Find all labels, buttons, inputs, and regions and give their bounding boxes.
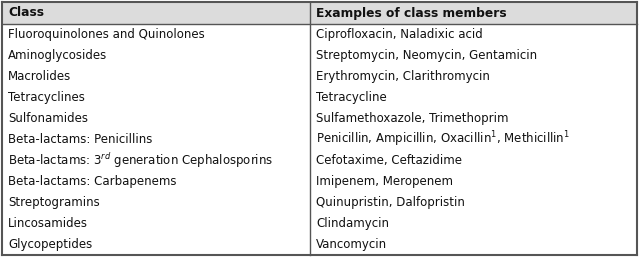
Bar	[2, 2, 637, 24]
Text: Clindamycin: Clindamycin	[316, 217, 389, 230]
Text: Erythromycin, Clarithromycin: Erythromycin, Clarithromycin	[316, 70, 490, 83]
Text: Quinupristin, Dalfopristin: Quinupristin, Dalfopristin	[316, 196, 465, 209]
Text: Examples of class members: Examples of class members	[316, 7, 507, 19]
Text: Sulfamethoxazole, Trimethoprim: Sulfamethoxazole, Trimethoprim	[316, 112, 509, 125]
Text: Aminoglycosides: Aminoglycosides	[8, 49, 107, 62]
Text: Tetracyclines: Tetracyclines	[8, 91, 85, 104]
Text: Streptomycin, Neomycin, Gentamicin: Streptomycin, Neomycin, Gentamicin	[316, 49, 537, 62]
Text: Beta-lactams: Penicillins: Beta-lactams: Penicillins	[8, 133, 152, 146]
Text: Cefotaxime, Ceftazidime: Cefotaxime, Ceftazidime	[316, 154, 462, 167]
Text: Beta-lactams: Carbapenems: Beta-lactams: Carbapenems	[8, 175, 176, 188]
Text: Penicillin, Ampicillin, Oxacillin$^1$, Methicillin$^1$: Penicillin, Ampicillin, Oxacillin$^1$, M…	[316, 130, 570, 149]
Text: Ciprofloxacin, Naladixic acid: Ciprofloxacin, Naladixic acid	[316, 28, 482, 41]
Text: Vancomycin: Vancomycin	[316, 238, 387, 251]
Text: Imipenem, Meropenem: Imipenem, Meropenem	[316, 175, 453, 188]
Text: Class: Class	[8, 7, 44, 19]
Text: Macrolides: Macrolides	[8, 70, 72, 83]
Text: Fluoroquinolones and Quinolones: Fluoroquinolones and Quinolones	[8, 28, 204, 41]
Text: Lincosamides: Lincosamides	[8, 217, 88, 230]
Text: Beta-lactams: 3$^{rd}$ generation Cephalosporins: Beta-lactams: 3$^{rd}$ generation Cephal…	[8, 151, 273, 170]
Text: Tetracycline: Tetracycline	[316, 91, 387, 104]
Text: Sulfonamides: Sulfonamides	[8, 112, 88, 125]
Text: Glycopeptides: Glycopeptides	[8, 238, 92, 251]
Text: Streptogramins: Streptogramins	[8, 196, 100, 209]
